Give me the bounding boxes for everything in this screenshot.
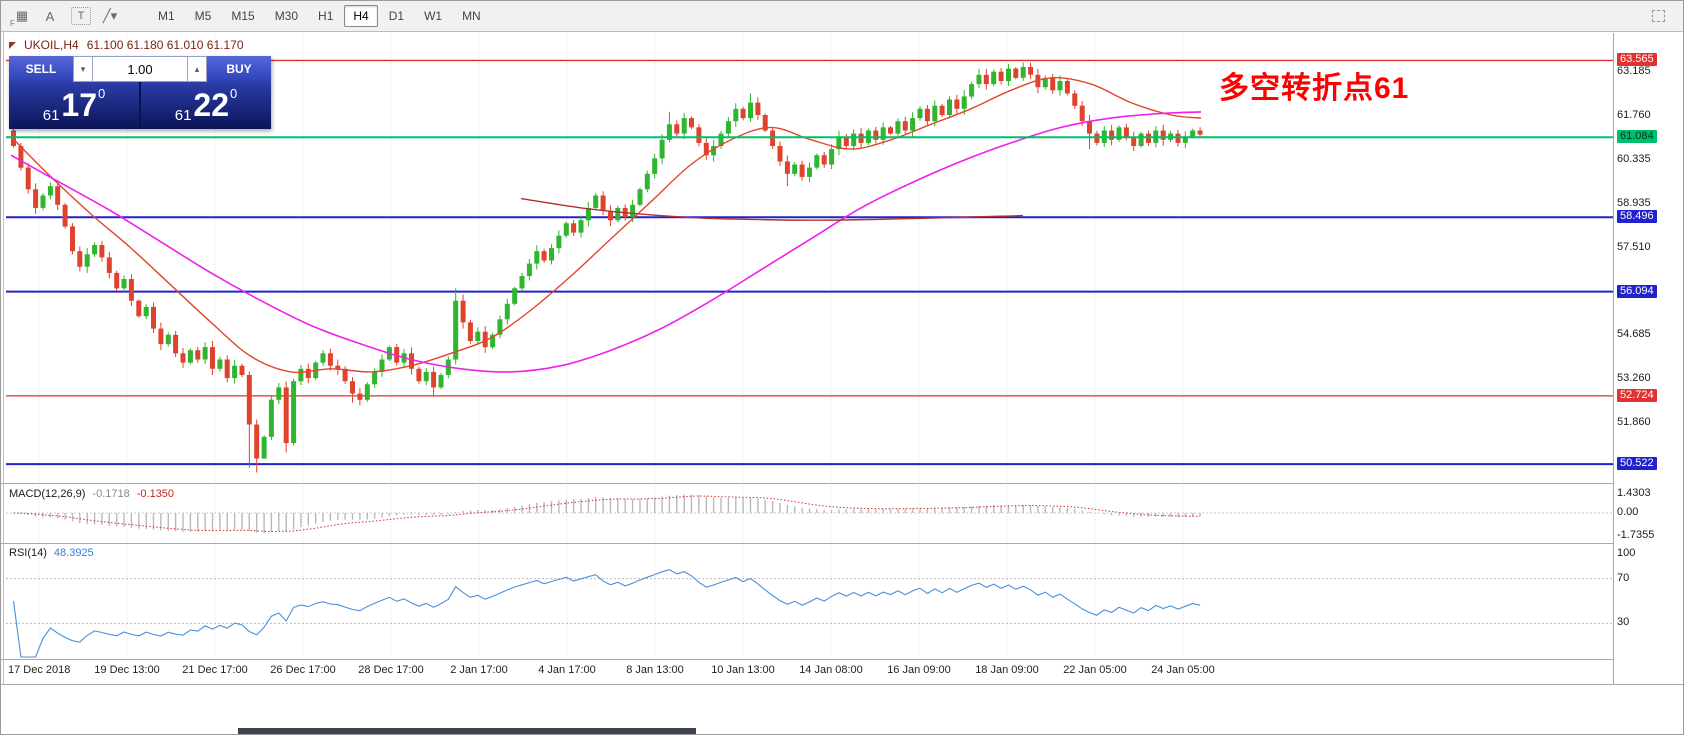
rsi-timeaxis-separator — [1, 659, 1683, 660]
time-label: 4 Jan 17:00 — [538, 664, 596, 676]
time-label: 16 Jan 09:00 — [887, 664, 951, 676]
time-label: 14 Jan 08:00 — [799, 664, 863, 676]
restore-window-icon[interactable] — [1652, 10, 1665, 22]
macd-axis-label: 0.00 — [1617, 506, 1639, 518]
chart-shift-marker-icon — [9, 41, 16, 49]
time-label: 2 Jan 17:00 — [450, 664, 508, 676]
sell-button[interactable]: SELL — [9, 56, 73, 82]
time-label: 24 Jan 05:00 — [1151, 664, 1215, 676]
macd-header: MACD(12,26,9) -0.1718 -0.1350 — [9, 488, 174, 500]
time-label: 26 Dec 17:00 — [270, 664, 336, 676]
price-axis-separator — [1613, 33, 1614, 684]
rsi-axis-label: 70 — [1617, 572, 1630, 584]
draw-tool-icon[interactable]: ╱▾ — [102, 8, 118, 23]
trade-panel-top-row: SELL ▾ ▴ BUY — [9, 56, 271, 82]
volume-input[interactable] — [93, 56, 187, 82]
time-label: 17 Dec 2018 — [8, 664, 71, 676]
rsi-label: RSI(14) — [9, 547, 47, 559]
symbol-header: UKOIL,H4 61.100 61.180 61.010 61.170 — [9, 38, 244, 52]
macd-value-main: -0.1718 — [92, 488, 130, 500]
cursor-tool-icon[interactable]: A — [45, 8, 55, 24]
rsi-value: 48.3925 — [53, 547, 94, 559]
time-label: 28 Dec 17:00 — [358, 664, 424, 676]
trade-panel-prices: 61 17 0 61 22 0 — [9, 82, 271, 129]
timeframe-group: M1 M5 M15 M30 H1 H4 D1 W1 MN — [149, 5, 492, 27]
ohlc-values: 61.100 61.180 61.010 61.170 — [86, 38, 244, 52]
price-label: 51.860 — [1617, 416, 1651, 428]
buy-price-sup: 0 — [230, 86, 238, 101]
window-left-border — [3, 32, 4, 684]
timeframe-button-m15[interactable]: M15 — [231, 9, 255, 23]
timeframe-button-h1[interactable]: H1 — [318, 9, 334, 23]
time-label: 8 Jan 13:00 — [626, 664, 684, 676]
symbol-period: UKOIL,H4 — [24, 38, 79, 52]
f-key-label: F — [10, 19, 15, 28]
price-label: 61.760 — [1617, 109, 1651, 121]
time-axis[interactable]: 17 Dec 2018 19 Dec 13:00 21 Dec 17:00 26 De… — [6, 661, 1613, 683]
price-tag: 58.496 — [1617, 210, 1657, 223]
time-label: 10 Jan 13:00 — [711, 664, 775, 676]
timeframe-button-h4[interactable]: H4 — [344, 5, 378, 27]
macd-rsi-separator[interactable] — [1, 543, 1683, 544]
chart-plot[interactable] — [6, 33, 1613, 659]
timeframe-button-m30[interactable]: M30 — [274, 9, 299, 23]
timeframe-button-m1[interactable]: M1 — [158, 9, 175, 23]
price-tag: 61.084 — [1617, 130, 1657, 143]
time-label: 19 Dec 13:00 — [94, 664, 160, 676]
taskbar-fragment — [238, 728, 696, 734]
sell-price-sup: 0 — [98, 86, 106, 101]
volume-dropdown-button[interactable]: ▾ — [73, 56, 93, 82]
price-tag: 50.522 — [1617, 457, 1657, 470]
price-label: 63.185 — [1617, 65, 1651, 77]
price-label: 60.335 — [1617, 153, 1651, 165]
macd-value-signal: -0.1350 — [136, 488, 175, 500]
time-label: 22 Jan 05:00 — [1063, 664, 1127, 676]
text-tool-icon[interactable]: T — [71, 7, 91, 25]
price-label: 54.685 — [1617, 328, 1651, 340]
timeframe-button-mn[interactable]: MN — [462, 9, 481, 23]
rsi-axis-label: 30 — [1617, 616, 1630, 628]
time-label: 21 Dec 17:00 — [182, 664, 248, 676]
rsi-header: RSI(14) 48.3925 — [9, 547, 94, 559]
macd-axis-label: 1.4303 — [1617, 487, 1651, 499]
time-label: 18 Jan 09:00 — [975, 664, 1039, 676]
price-axis[interactable]: 63.565 63.185 61.760 61.084 60.335 58.935 58.4… — [1614, 33, 1683, 684]
price-tag: 56.094 — [1617, 285, 1657, 298]
chart-annotation: 多空转折点61 — [1219, 72, 1410, 105]
timeframe-button-w1[interactable]: W1 — [424, 9, 443, 23]
main-macd-separator[interactable] — [1, 483, 1683, 484]
chart-bottom-border — [1, 684, 1683, 685]
price-label: 58.935 — [1617, 197, 1651, 209]
macd-axis-label: -1.7355 — [1617, 529, 1655, 541]
macd-label: MACD(12,26,9) — [9, 488, 86, 500]
buy-price-prefix: 61 — [174, 107, 192, 124]
price-label: 57.510 — [1617, 241, 1651, 253]
price-tag: 52.724 — [1617, 389, 1657, 402]
buy-price-big: 22 — [193, 87, 230, 123]
volume-up-button[interactable]: ▴ — [187, 56, 207, 82]
timeframe-button-m5[interactable]: M5 — [194, 9, 212, 23]
grid-icon[interactable]: ▦ — [15, 8, 29, 23]
sell-price[interactable]: 61 17 0 — [9, 82, 139, 129]
rsi-axis-label: 100 — [1617, 547, 1636, 559]
timeframe-button-d1[interactable]: D1 — [388, 9, 405, 23]
sell-price-prefix: 61 — [42, 107, 60, 124]
tool-icons: ▦ A T ╱▾ — [9, 5, 125, 27]
buy-button[interactable]: BUY — [207, 56, 271, 82]
sell-price-big: 17 — [61, 87, 98, 123]
price-tag: 63.565 — [1617, 53, 1657, 66]
price-label: 53.260 — [1617, 372, 1651, 384]
toolbar: ▦ A T ╱▾ F M1 M5 M15 M30 H1 H4 D1 W1 MN — [1, 1, 1683, 32]
buy-price[interactable]: 61 22 0 — [141, 82, 271, 129]
